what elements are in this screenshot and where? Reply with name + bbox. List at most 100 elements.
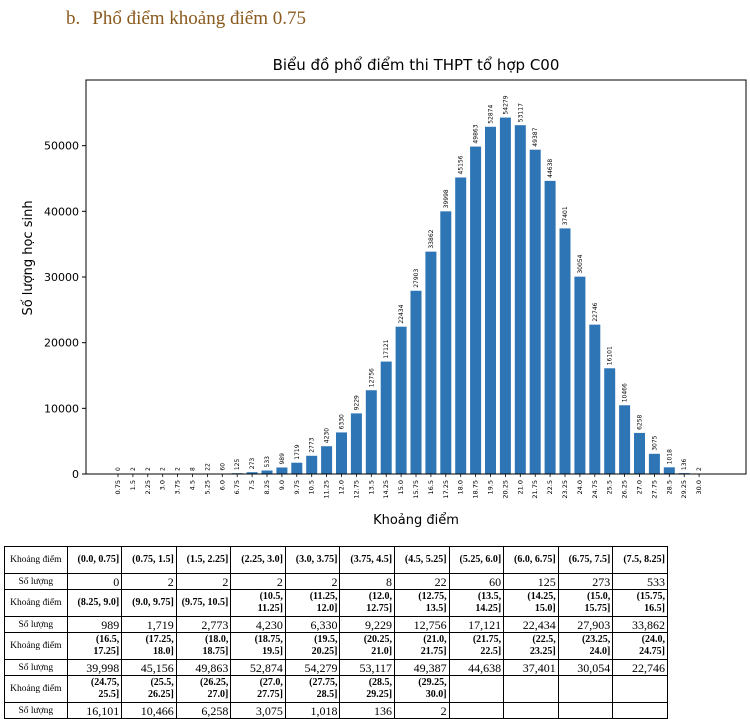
bar-value-label: 49387: [532, 127, 539, 146]
count-cell: 9,229: [340, 617, 395, 633]
range-cell: (12.0, 12.75]: [340, 590, 395, 617]
count-cell: 53,117: [340, 660, 395, 676]
section-number: b.: [66, 8, 80, 29]
bar-value-label: 2: [130, 467, 137, 471]
count-cell: 17,121: [449, 617, 504, 633]
bar-value-label: 54279: [502, 95, 509, 114]
bar: [649, 454, 660, 474]
range-cell: (9.75, 10.5]: [176, 590, 231, 617]
bar-value-label: 12756: [368, 368, 375, 387]
bar-value-label: 22: [204, 463, 211, 471]
count-cell: 2: [285, 574, 340, 590]
bar-series: [127, 118, 704, 474]
chart-canvas: Biểu đồ phổ điểm thi THPT tổ hợp C00 Số …: [0, 48, 750, 538]
range-cell: (18.0, 18.75]: [176, 633, 231, 660]
bar: [664, 467, 675, 474]
range-row: Khoảng điểm(24.75, 25.5](25.5, 26.25](26…: [5, 676, 668, 703]
count-cell: 60: [449, 574, 504, 590]
x-tick-label: 2.25: [144, 480, 152, 494]
bar-value-label: 2773: [309, 437, 316, 452]
bar-value-label: 53117: [517, 103, 524, 122]
bar: [619, 405, 630, 474]
range-cell: (1.5, 2.25]: [176, 547, 231, 574]
range-row: Khoảng điểm(0.0, 0.75](0.75, 1.5](1.5, 2…: [5, 547, 668, 574]
count-cell: 8: [340, 574, 395, 590]
count-cell: [504, 703, 559, 719]
x-tick-label: 28.5: [665, 480, 673, 494]
bar-value-label: 533: [264, 456, 271, 468]
x-tick-label: 21.75: [531, 480, 539, 499]
bar-value-label: 22434: [398, 304, 405, 323]
range-cell: [449, 676, 504, 703]
x-tick-label: 18.0: [457, 480, 465, 494]
range-cell: (22.5, 23.25]: [504, 633, 559, 660]
x-tick-label: 6.75: [233, 480, 241, 494]
count-cell: 2,773: [176, 617, 231, 633]
range-cell: (5.25, 6.0]: [449, 547, 504, 574]
bar: [574, 277, 585, 474]
x-tick-label: 24.0: [576, 480, 584, 494]
range-cell: (26.25, 27.0]: [176, 676, 231, 703]
range-cell: (6.0, 6.75]: [504, 547, 559, 574]
count-cell: 10,466: [122, 703, 177, 719]
count-cell: 22: [395, 574, 450, 590]
range-cell: (0.75, 1.5]: [122, 547, 177, 574]
bar-value-label: 0: [115, 467, 122, 471]
count-cell: 136: [340, 703, 395, 719]
count-cell: 44,638: [449, 660, 504, 676]
range-cell: (29.25, 30.0]: [395, 676, 450, 703]
count-cell: 1,719: [122, 617, 177, 633]
bar-value-label: 37401: [562, 206, 569, 225]
count-header-cell: Số lượng: [5, 617, 68, 633]
bar: [560, 228, 571, 474]
bar: [425, 252, 436, 474]
bar-value-label: 6258: [637, 414, 644, 429]
count-cell: 54,279: [285, 660, 340, 676]
count-cell: 6,258: [176, 703, 231, 719]
x-tick-label: 22.5: [546, 480, 554, 494]
range-cell: (20.25, 21.0]: [340, 633, 395, 660]
bar-value-label: 2: [696, 467, 703, 471]
count-cell: 16,101: [67, 703, 122, 719]
count-cell: 125: [504, 574, 559, 590]
bar: [366, 390, 377, 474]
count-cell: 52,874: [231, 660, 286, 676]
count-cell: 22,746: [613, 660, 668, 676]
x-tick-label: 5.25: [203, 480, 211, 494]
count-header-cell: Số lượng: [5, 703, 68, 719]
range-cell: (15.0, 15.75]: [558, 590, 613, 617]
bar-value-label: 2: [175, 467, 182, 471]
bar: [440, 211, 451, 474]
count-cell: 273: [558, 574, 613, 590]
chart-title: Biểu đồ phổ điểm thi THPT tổ hợp C00: [273, 56, 560, 74]
bar: [411, 291, 422, 474]
count-cell: 2: [176, 574, 231, 590]
count-cell: 989: [67, 617, 122, 633]
count-cell: 1,018: [285, 703, 340, 719]
range-cell: (27.75, 28.5]: [285, 676, 340, 703]
range-row: Khoảng điểm(8.25, 9.0](9.0, 9.75](9.75, …: [5, 590, 668, 617]
bar-value-label: 22746: [592, 302, 599, 321]
x-tick-label: 27.75: [650, 480, 658, 499]
range-cell: (7.5, 8.25]: [613, 547, 668, 574]
x-tick-label: 4.5: [189, 480, 197, 490]
x-tick-label: 26.25: [621, 480, 629, 499]
bar: [515, 125, 526, 474]
count-cell: 3,075: [231, 703, 286, 719]
range-cell: (18.75, 19.5]: [231, 633, 286, 660]
count-cell: 27,903: [558, 617, 613, 633]
range-cell: (2.25, 3.0]: [231, 547, 286, 574]
bar-value-label: 27903: [413, 269, 420, 288]
count-cell: 0: [67, 574, 122, 590]
x-tick-label: 3.0: [159, 480, 167, 490]
x-tick-label: 1.5: [129, 480, 137, 490]
range-cell: (24.75, 25.5]: [67, 676, 122, 703]
bar-value-label: 6330: [339, 414, 346, 429]
bar: [381, 362, 392, 474]
range-cell: (8.25, 9.0]: [67, 590, 122, 617]
count-cell: 45,156: [122, 660, 177, 676]
range-cell: (28.5, 29.25]: [340, 676, 395, 703]
bar: [262, 470, 273, 474]
